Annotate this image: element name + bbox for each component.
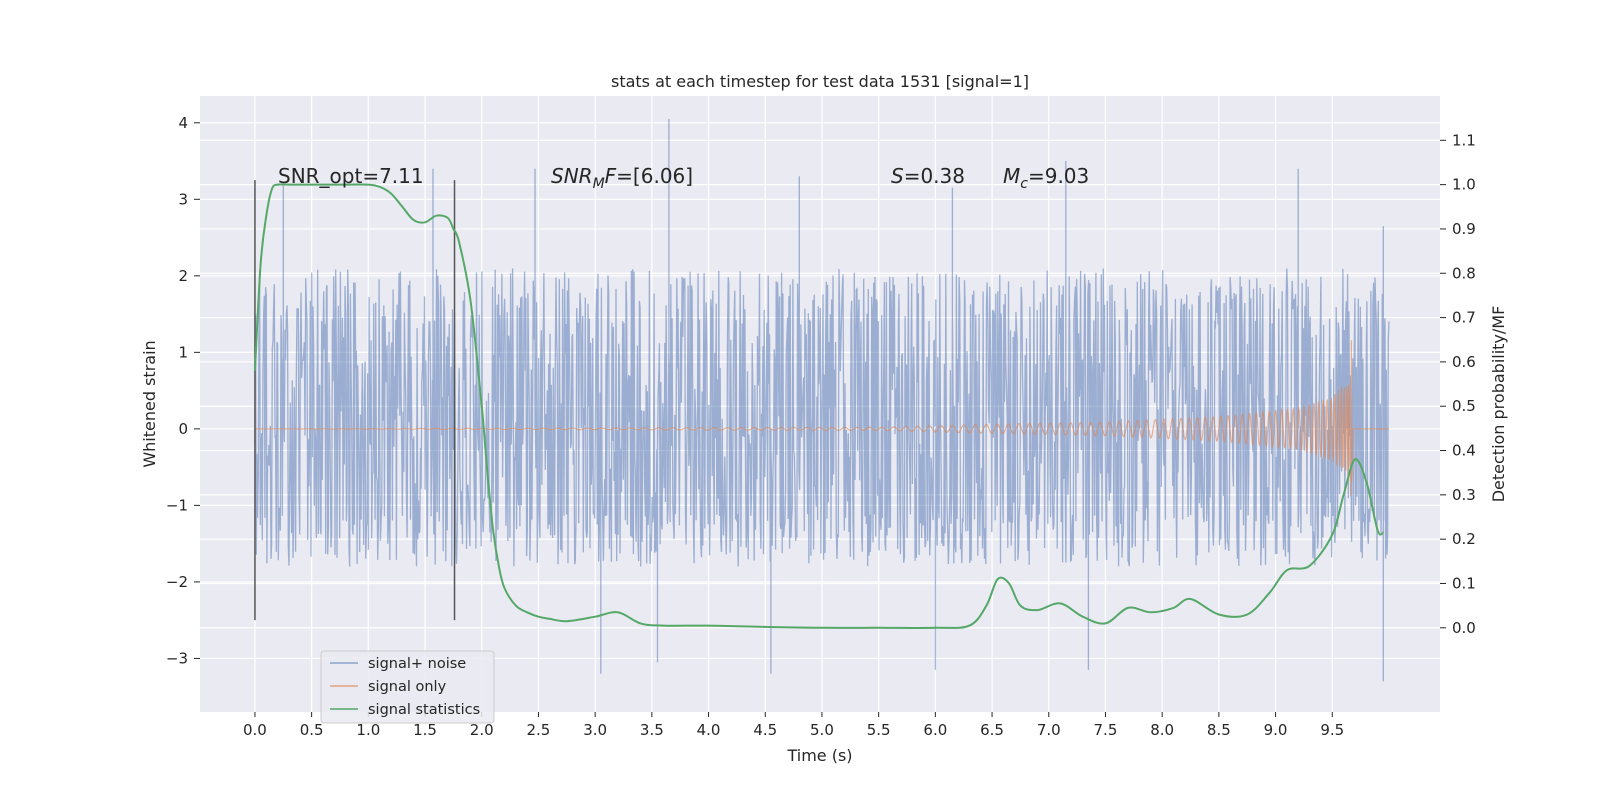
x-tick-label: 3.0 bbox=[583, 721, 607, 739]
y-axis-label: Whitened strain bbox=[140, 340, 159, 467]
x-tick-label: 4.5 bbox=[753, 721, 777, 739]
x-tick-label: 6.5 bbox=[980, 721, 1004, 739]
y2-tick-label: 0.9 bbox=[1452, 220, 1476, 238]
annotation-mc: Mc=9.03 bbox=[1003, 164, 1089, 192]
x-tick-label: 0.0 bbox=[243, 721, 267, 739]
mc-sub: c bbox=[1020, 176, 1028, 192]
mc-value: =9.03 bbox=[1028, 164, 1089, 188]
snr-mf-suffix-f: F bbox=[605, 164, 617, 188]
y-tick-label: 2 bbox=[178, 267, 188, 285]
signal-only-trace bbox=[254, 340, 1389, 497]
x-tick-label: 9.5 bbox=[1320, 721, 1344, 739]
y2-tick-label: 0.2 bbox=[1452, 530, 1476, 548]
y2-tick-label: 0.1 bbox=[1452, 574, 1476, 592]
signal-only-series bbox=[254, 340, 1389, 497]
y2-tick-label: 1.0 bbox=[1452, 176, 1476, 194]
x-tick-label: 5.0 bbox=[810, 721, 834, 739]
legend: signal+ noise signal only signal statist… bbox=[320, 650, 495, 724]
y2-tick-label: 0.5 bbox=[1452, 397, 1476, 415]
y-tick-label: −2 bbox=[166, 573, 188, 591]
x-tick-label: 5.5 bbox=[867, 721, 891, 739]
y-tick-label: 3 bbox=[178, 190, 188, 208]
x-tick-label: 1.0 bbox=[356, 721, 380, 739]
x-tick-label: 2.5 bbox=[527, 721, 551, 739]
mc-var: M bbox=[1003, 164, 1020, 188]
annotation-snr-opt: SNR_opt=7.11 bbox=[278, 164, 424, 188]
signal-statistics-series bbox=[253, 183, 1385, 629]
y2-tick-label: 0.8 bbox=[1452, 264, 1476, 282]
y2-tick-label: 0.7 bbox=[1452, 309, 1476, 327]
y-tick-label: −1 bbox=[166, 496, 188, 514]
signal-statistics-line bbox=[253, 183, 1385, 629]
legend-label-signal-only: signal only bbox=[368, 679, 447, 695]
snr-mf-prefix: SNR bbox=[551, 164, 593, 188]
legend-label-signal-statistics: signal statistics bbox=[368, 702, 480, 718]
y2-axis-label: Detection probability/MF bbox=[1489, 306, 1508, 503]
legend-label-signal-noise: signal+ noise bbox=[368, 656, 466, 672]
x-tick-label: 6.0 bbox=[923, 721, 947, 739]
y2-tick-label: 0.6 bbox=[1452, 353, 1476, 371]
annotation-snr-mf: SNRMF=[6.06] bbox=[551, 164, 693, 192]
x-tick-label: 2.0 bbox=[470, 721, 494, 739]
annotation-s: S=0.38 bbox=[891, 164, 965, 188]
x-tick-label: 7.5 bbox=[1094, 721, 1118, 739]
ticks: 0.0 0.5 1.0 1.5 2.0 2.5 3.0 3.5 4.0 4.5 5.0 5.5 6.0 6… bbox=[166, 114, 1476, 739]
legend-box bbox=[320, 650, 495, 724]
vertical-markers bbox=[254, 180, 456, 621]
x-tick-label: 1.5 bbox=[413, 721, 437, 739]
y2-tick-label: 0.0 bbox=[1452, 619, 1476, 637]
x-tick-label: 0.5 bbox=[300, 721, 324, 739]
s-value: =0.38 bbox=[904, 164, 965, 188]
chart-title: stats at each timestep for test data 153… bbox=[611, 72, 1029, 91]
x-tick-label: 8.5 bbox=[1207, 721, 1231, 739]
x-tick-label: 7.0 bbox=[1037, 721, 1061, 739]
snr-mf-sub: M bbox=[593, 176, 605, 192]
y-tick-label: −3 bbox=[166, 649, 188, 667]
x-tick-label: 9.0 bbox=[1264, 721, 1288, 739]
signal-noise-trace bbox=[254, 119, 1390, 682]
y-tick-label: 1 bbox=[178, 343, 188, 361]
y2-tick-label: 0.3 bbox=[1452, 486, 1476, 504]
x-tick-label: 8.0 bbox=[1150, 721, 1174, 739]
y-tick-label: 4 bbox=[178, 114, 188, 132]
y-tick-label: 0 bbox=[178, 420, 188, 438]
snr-mf-value: =[6.06] bbox=[616, 164, 693, 188]
x-tick-label: 3.5 bbox=[640, 721, 664, 739]
x-axis-label: Time (s) bbox=[786, 746, 852, 765]
y2-tick-label: 1.1 bbox=[1452, 131, 1476, 149]
x-tick-label: 4.0 bbox=[697, 721, 721, 739]
s-var: S bbox=[891, 164, 904, 188]
signal-noise-series bbox=[254, 119, 1390, 682]
y2-tick-label: 0.4 bbox=[1452, 442, 1476, 460]
